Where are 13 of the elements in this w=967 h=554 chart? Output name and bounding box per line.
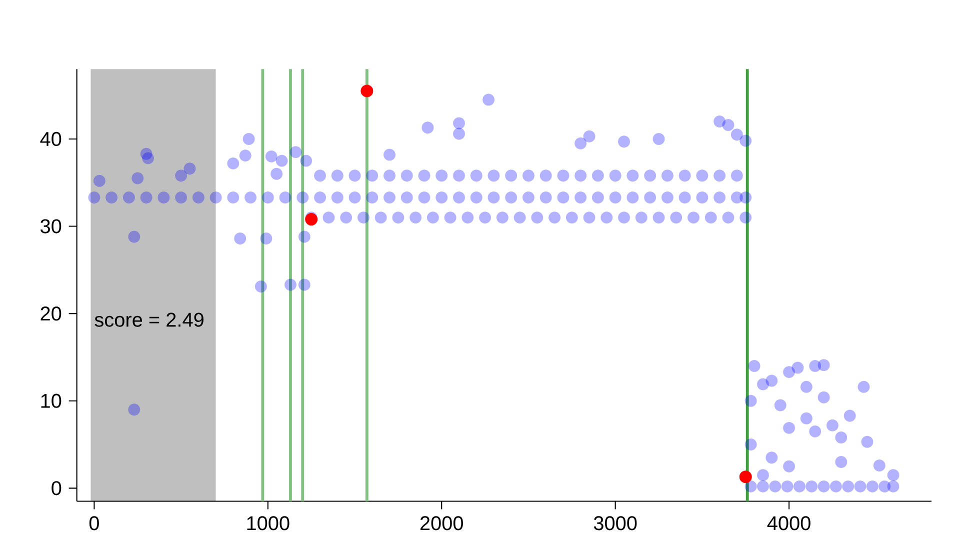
x-tick-label: 2000	[420, 516, 463, 530]
point	[360, 84, 374, 98]
y-tick-label: 40	[40, 132, 62, 146]
x-tick-label: 4000	[767, 516, 810, 530]
x-tick-label: 3000	[594, 516, 637, 530]
y-tick-label: 30	[40, 219, 62, 234]
y-tick-label: 10	[41, 394, 62, 408]
point	[739, 470, 752, 484]
x-tick-label: 1000	[247, 516, 290, 530]
y-tick-label: 20	[40, 306, 62, 321]
y-tick-label: 0	[52, 481, 62, 496]
annotation: score = 2.49	[94, 312, 204, 327]
x-tick-label: 0	[89, 516, 99, 530]
